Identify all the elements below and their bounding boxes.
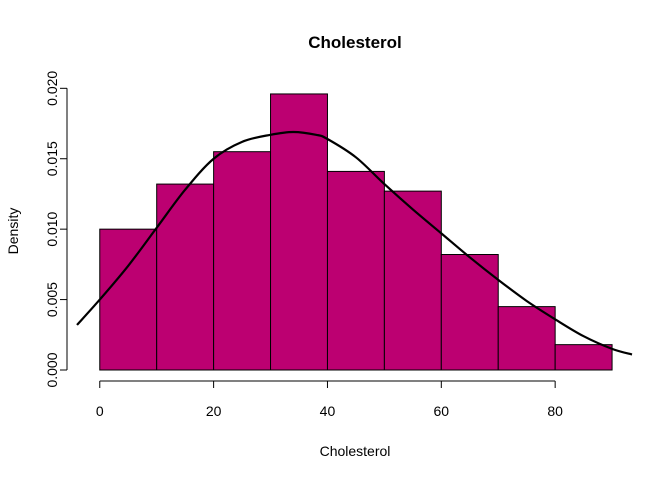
histogram-bar-0 <box>99 228 158 371</box>
chart-title: Cholesterol <box>308 33 402 52</box>
y-tick-label: 0.005 <box>44 282 60 317</box>
y-tick-label: 0.015 <box>44 141 60 176</box>
histogram-bar-5 <box>383 190 442 371</box>
y-axis: 0.000 0.005 0.010 0.015 0.020 <box>44 71 68 388</box>
y-axis-label: Density <box>5 208 21 255</box>
density-curve <box>76 130 633 356</box>
x-axis: 0 20 40 60 80 <box>96 380 563 419</box>
x-tick-label: 60 <box>434 403 450 419</box>
y-tick-label: 0.010 <box>44 211 60 246</box>
y-tick-label: 0.020 <box>44 71 60 106</box>
x-tick-label: 20 <box>206 403 222 419</box>
x-axis-label: Cholesterol <box>320 443 391 459</box>
x-tick-label: 0 <box>96 403 104 419</box>
histogram-bar-4 <box>326 170 385 371</box>
histogram-bar-1 <box>156 183 215 371</box>
histogram-bar-7 <box>497 306 556 371</box>
x-tick-label: 40 <box>320 403 336 419</box>
histogram-bar-6 <box>440 254 499 371</box>
histogram-bar-2 <box>213 151 272 371</box>
x-tick-label: 80 <box>547 403 563 419</box>
y-tick-label: 0.000 <box>44 352 60 387</box>
histogram-bar-3 <box>270 93 328 371</box>
bars-group <box>99 93 613 371</box>
histogram-bar-8 <box>554 344 613 371</box>
